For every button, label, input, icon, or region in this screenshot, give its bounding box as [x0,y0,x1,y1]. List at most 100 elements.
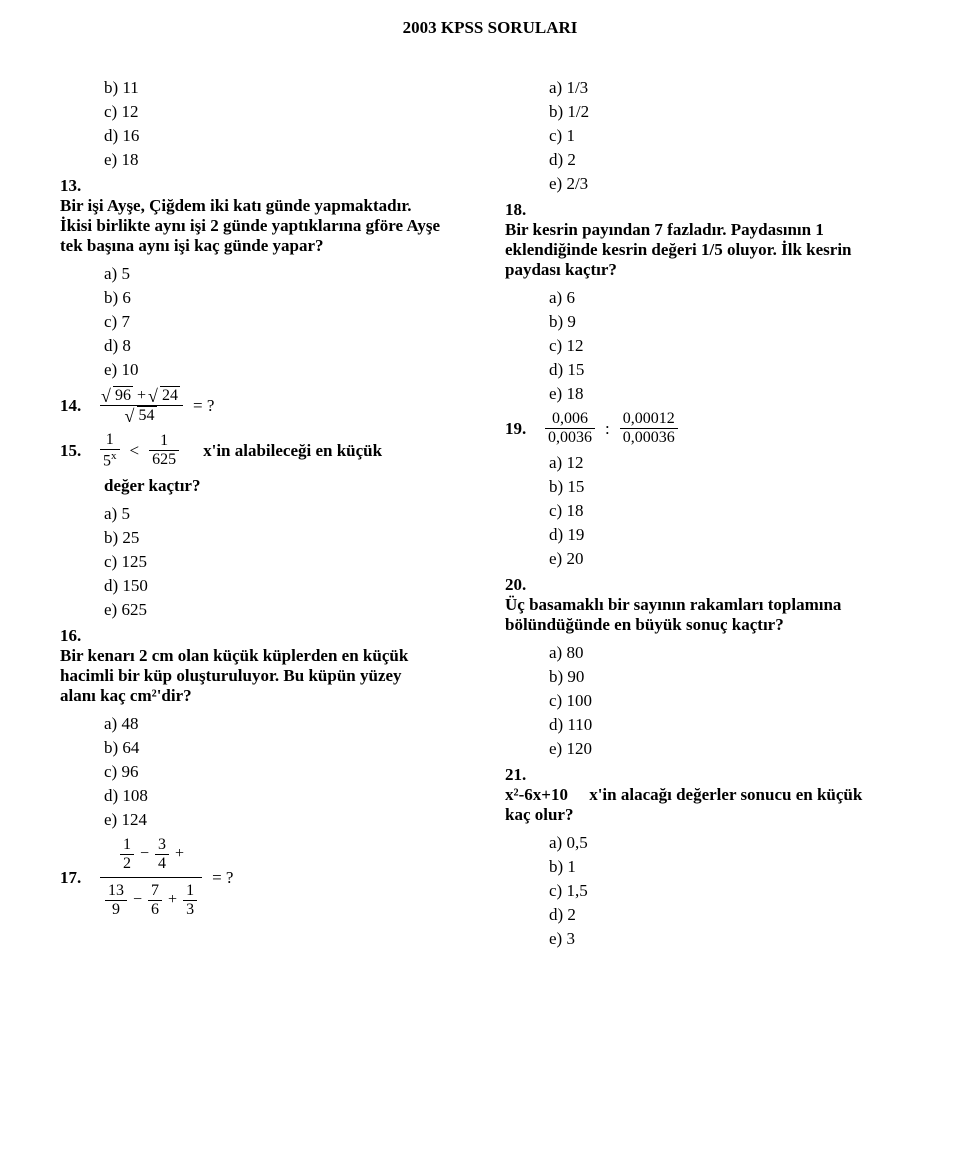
plus-sign: + [168,892,181,909]
radicand: 54 [137,406,157,425]
option: b) 1 [549,857,920,877]
option: a) 12 [549,453,920,473]
option: e) 3 [549,929,920,949]
denominator-base: 5 [103,452,111,469]
option: e) 20 [549,549,920,569]
equals-question: = ? [193,396,214,416]
option: d) 2 [549,905,920,925]
numerator: 13 [105,882,127,900]
option: c) 7 [104,312,475,332]
colon-sign: : [605,419,610,439]
math-fraction: 96 + 24 54 [100,386,183,425]
option: c) 12 [104,102,475,122]
option-list: a) 80 b) 90 c) 100 d) 110 e) 120 [549,643,920,759]
question-stem-part: x'in alabileceği en küçük [203,441,382,461]
math-fraction: 1 625 [149,432,179,469]
question-21: 21. x²-6x+10 x'in alacağı değerler sonuc… [505,765,920,825]
option-list: a) 5 b) 6 c) 7 d) 8 e) 10 [104,264,475,380]
option: e) 18 [549,384,920,404]
math-fraction-big: 12 − 34 + 139 − 76 + 13 [100,836,202,919]
denom: 3 [183,900,197,919]
question-number: 17. [60,868,90,888]
right-column: a) 1/3 b) 1/2 c) 1 d) 2 e) 2/3 18. Bir k… [505,78,920,955]
option-list: a) 0,5 b) 1 c) 1,5 d) 2 e) 3 [549,833,920,949]
question-stem: x²-6x+10 x'in alacağı değerler sonucu en… [505,785,886,825]
question-number: 15. [60,441,90,461]
option: b) 90 [549,667,920,687]
option-list: a) 5 b) 25 c) 125 d) 150 e) 625 [104,504,475,620]
option: d) 2 [549,150,920,170]
option: b) 64 [104,738,475,758]
numerator: 1 [183,882,197,900]
question-number: 20. [505,575,535,595]
question-stem: Bir kenarı 2 cm olan küçük küplerden en … [60,646,441,706]
option: e) 2/3 [549,174,920,194]
option: a) 6 [549,288,920,308]
option-list: a) 48 b) 64 c) 96 d) 108 e) 124 [104,714,475,830]
option: b) 15 [549,477,920,497]
equals-question: = ? [212,868,233,888]
page: 2003 KPSS SORULARI b) 11 c) 12 d) 16 e) … [0,0,960,985]
exponent: x [111,450,117,462]
option: e) 625 [104,600,475,620]
option: c) 18 [549,501,920,521]
question-16: 16. Bir kenarı 2 cm olan küçük küplerden… [60,626,475,706]
question-number: 14. [60,396,90,416]
question-18: 18. Bir kesrin payından 7 fazladır. Payd… [505,200,920,280]
option: a) 0,5 [549,833,920,853]
option-list: a) 1/3 b) 1/2 c) 1 d) 2 e) 2/3 [549,78,920,194]
question-number: 16. [60,626,90,646]
numerator: 0,006 [545,410,595,428]
option: c) 100 [549,691,920,711]
numerator: 1 [120,836,134,854]
denominator: 0,00036 [620,428,678,447]
option: a) 48 [104,714,475,734]
option: b) 6 [104,288,475,308]
question-13: 13. Bir işi Ayşe, Çiğdem iki katı günde … [60,176,475,256]
question-number: 13. [60,176,90,196]
option-list: a) 12 b) 15 c) 18 d) 19 e) 20 [549,453,920,569]
question-17: 17. 12 − 34 + 139 − 76 + 13 [60,836,475,919]
math-fraction: 0,006 0,0036 [545,410,595,447]
denominator: 625 [149,450,179,469]
question-stem: Bir kesrin payından 7 fazladır. Paydasın… [505,220,886,280]
option: c) 1,5 [549,881,920,901]
denom: 9 [105,900,127,919]
numerator: 1 [149,432,179,450]
numerator: 1 [100,431,120,449]
minus-sign: − [133,892,146,909]
question-stem: Üç basamaklı bir sayının rakamları topla… [505,595,886,635]
question-number: 21. [505,765,535,785]
option: e) 18 [104,150,475,170]
option: e) 124 [104,810,475,830]
numerator: 0,00012 [620,410,678,428]
question-14: 14. 96 + 24 54 = ? [60,386,475,425]
radicand: 24 [160,386,180,405]
option: c) 12 [549,336,920,356]
option: b) 1/2 [549,102,920,122]
denom: 2 [120,854,134,873]
question-number: 18. [505,200,535,220]
columns: b) 11 c) 12 d) 16 e) 18 13. Bir işi Ayşe… [60,78,920,955]
denominator: 0,0036 [545,428,595,447]
left-column: b) 11 c) 12 d) 16 e) 18 13. Bir işi Ayşe… [60,78,475,955]
numerator: 3 [155,836,169,854]
question-stem: Bir işi Ayşe, Çiğdem iki katı günde yapm… [60,196,441,256]
option: a) 80 [549,643,920,663]
option: e) 10 [104,360,475,380]
math-fraction: 0,00012 0,00036 [620,410,678,447]
option: d) 15 [549,360,920,380]
option: c) 96 [104,762,475,782]
less-than-sign: < [130,441,140,461]
question-stem-part: değer kaçtır? [104,476,475,496]
expression: x²-6x+10 [505,785,568,804]
option-list: b) 11 c) 12 d) 16 e) 18 [104,78,475,170]
question-15: 15. 1 5x < 1 625 x'in alabileceği en küç… [60,431,475,496]
option: d) 110 [549,715,920,735]
option: d) 16 [104,126,475,146]
denom: 6 [148,900,162,919]
denom: 4 [155,854,169,873]
plus-sign: + [175,846,184,863]
option: b) 11 [104,78,475,98]
option: b) 25 [104,528,475,548]
